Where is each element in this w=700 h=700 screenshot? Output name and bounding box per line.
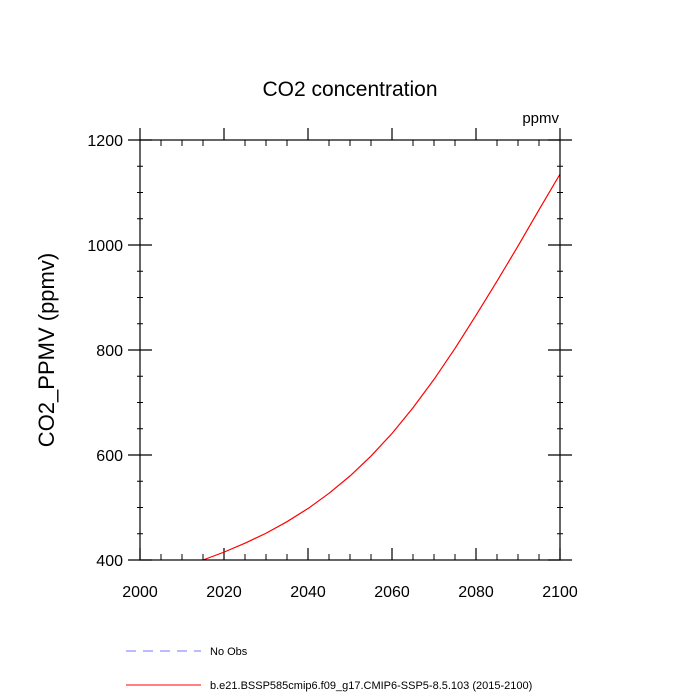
x-tick-label: 2000 (122, 584, 158, 601)
y-tick-label: 600 (96, 448, 123, 465)
chart-title: CO2 concentration (262, 78, 437, 101)
x-tick-label: 2060 (374, 584, 410, 601)
y-tick-label: 400 (96, 553, 123, 570)
major-ticks (128, 128, 572, 561)
series-line-0 (202, 173, 561, 561)
y-tick-label: 1000 (87, 238, 123, 255)
legend-label: b.e21.BSSP585cmip6.f09_g17.CMIP6-SSP5-8.… (210, 680, 532, 692)
legend: No Obs b.e21.BSSP585cmip6.f09_g17.CMIP6-S… (126, 646, 532, 692)
x-tick-label: 2040 (290, 584, 326, 601)
x-tick-label: 2080 (458, 584, 494, 601)
x-tick-label: 2100 (542, 584, 578, 601)
y-axis-label: CO2_PPMV (ppmv) (34, 253, 59, 447)
y-tick-labels: 400 600 800 1000 1200 (87, 133, 123, 570)
x-tick-labels: 2000 2020 2040 2060 2080 2100 (122, 584, 578, 601)
y-tick-label: 1200 (87, 133, 123, 150)
units-label: ppmv (522, 110, 559, 127)
y-tick-label: 800 (96, 343, 123, 360)
minor-ticks (137, 140, 563, 560)
plot-frame (139, 139, 561, 561)
legend-label: No Obs (210, 646, 248, 658)
series-layer (202, 173, 561, 561)
x-tick-label: 2020 (206, 584, 242, 601)
